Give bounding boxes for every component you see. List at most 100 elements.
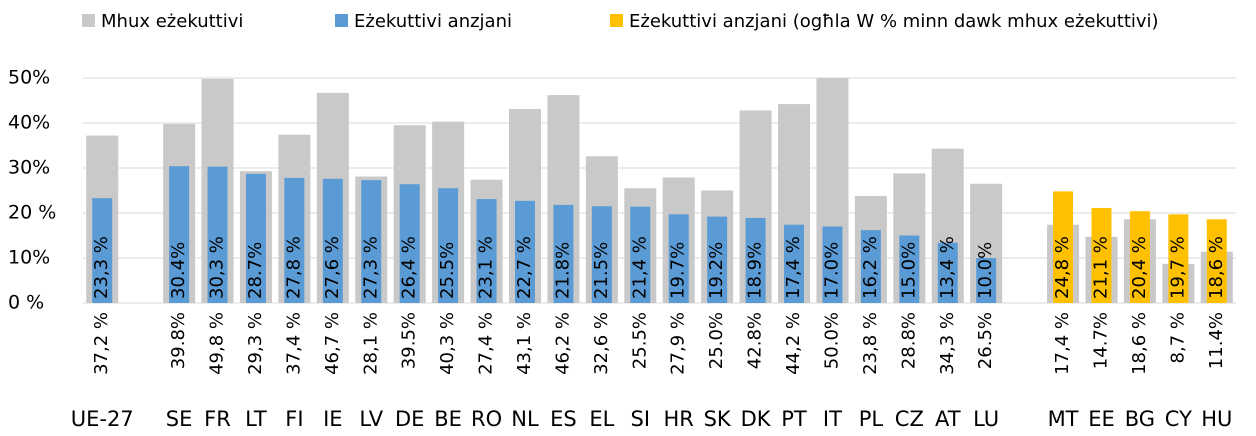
value-label: 18,6 %	[1206, 236, 1227, 299]
x-tick-label: DE	[395, 407, 424, 431]
value-label: 19,7 %	[1167, 236, 1188, 299]
x-tick-label: SE	[166, 407, 193, 431]
x-tick-label: CY	[1165, 407, 1192, 431]
value-label: 22,7 %	[514, 236, 535, 299]
value-label: 26.5%	[975, 312, 996, 369]
value-label: 26,4 %	[399, 236, 420, 299]
x-tick-label: ES	[550, 407, 577, 431]
value-label: 21.8%	[552, 242, 573, 299]
value-label: 43,1 %	[514, 312, 535, 375]
bar	[476, 199, 497, 303]
bar	[745, 217, 766, 303]
bar	[1168, 214, 1189, 303]
x-tick-label: FR	[204, 407, 231, 431]
value-label: 10.0%	[975, 242, 996, 299]
value-label: 15.0%	[898, 242, 919, 299]
value-label: 28.7%	[245, 242, 266, 299]
y-tick-label: 40%	[8, 112, 50, 134]
y-tick-label: 10%	[8, 247, 50, 269]
value-label: 27,4 %	[476, 312, 497, 375]
value-label: 46,2 %	[552, 312, 573, 375]
value-label: 50.0%	[821, 312, 842, 369]
legend-swatch	[610, 14, 623, 27]
x-tick-label: DK	[741, 407, 772, 431]
bar	[438, 188, 459, 303]
legend-label: Eżekuttivi anzjani	[354, 11, 512, 32]
bar	[630, 206, 651, 303]
x-tick-label: SK	[704, 407, 732, 431]
bar	[822, 226, 843, 303]
x-tick-label: NL	[511, 407, 539, 431]
bar	[322, 178, 343, 303]
bar	[284, 177, 305, 303]
bar	[707, 216, 728, 303]
y-tick-label: 20 %	[8, 202, 56, 224]
value-label: 17,4 %	[783, 236, 804, 299]
value-label: 46,7 %	[322, 312, 343, 375]
bar	[207, 166, 228, 303]
value-label: 18.9%	[745, 242, 766, 299]
value-label: 23,8 %	[860, 312, 881, 375]
value-label: 29,3 %	[245, 312, 266, 375]
value-label: 8,7 %	[1167, 312, 1188, 363]
x-tick-label: PT	[781, 407, 807, 431]
value-label: 30.4%	[168, 242, 189, 299]
value-label: 28,1 %	[360, 312, 381, 375]
value-label: 16,2 %	[860, 236, 881, 299]
value-label: 20,4 %	[1129, 236, 1150, 299]
value-label: 32,6 %	[591, 312, 612, 375]
value-label: 27,9 %	[668, 312, 689, 375]
legend-swatch	[335, 14, 348, 27]
value-label: 44,2 %	[783, 312, 804, 375]
value-label: 21,1 %	[1090, 236, 1111, 299]
value-label: 14.7%	[1090, 312, 1111, 369]
value-label: 37,4 %	[283, 312, 304, 375]
x-tick-label: EE	[1088, 407, 1115, 431]
value-label: 17,4 %	[1052, 312, 1073, 375]
value-label: 23,1 %	[476, 236, 497, 299]
value-label: 27,3 %	[360, 236, 381, 299]
x-tick-label: EL	[589, 407, 614, 431]
bar	[937, 242, 958, 303]
bar	[1206, 219, 1227, 303]
x-tick-label: BE	[434, 407, 462, 431]
value-label: 18,6 %	[1129, 312, 1150, 375]
x-tick-label: LV	[359, 407, 383, 431]
bar	[169, 166, 190, 303]
value-label: 19.2%	[706, 242, 727, 299]
y-tick-label: 0 %	[8, 292, 44, 314]
bar	[860, 230, 881, 303]
value-label: 37,2 %	[91, 312, 112, 375]
value-label: 25.5%	[437, 242, 458, 299]
value-label: 34,3 %	[937, 312, 958, 375]
x-tick-label: PL	[859, 407, 884, 431]
value-label: 19.7%	[668, 242, 689, 299]
value-label: 21.5%	[591, 242, 612, 299]
value-label: 17.0%	[821, 242, 842, 299]
legend-label: Eżekuttivi anzjani (ogħla W % minn dawk …	[629, 11, 1159, 32]
bar	[591, 206, 612, 303]
x-tick-label: UE-27	[71, 407, 134, 431]
value-label: 39.5%	[399, 312, 420, 369]
x-tick-label: IT	[823, 407, 842, 431]
value-label: 27,6 %	[322, 236, 343, 299]
value-label: 21,4 %	[629, 236, 650, 299]
bar	[1091, 208, 1112, 303]
x-tick-label: LT	[245, 407, 267, 431]
bar	[399, 184, 420, 303]
value-label: 42.8%	[745, 312, 766, 369]
y-tick-label: 30%	[8, 157, 50, 179]
x-tick-label: AT	[935, 407, 961, 431]
x-tick-label: HU	[1201, 407, 1232, 431]
bar	[245, 173, 266, 303]
x-tick-label: CZ	[895, 407, 924, 431]
bar	[1053, 191, 1074, 303]
value-label: 30,3 %	[207, 236, 228, 299]
x-tick-label: HR	[664, 407, 694, 431]
value-label: 23,3 %	[91, 236, 112, 299]
bar	[514, 200, 535, 303]
x-tick-label: BG	[1125, 407, 1155, 431]
value-label: 27,8 %	[283, 236, 304, 299]
value-label: 40,3 %	[437, 312, 458, 375]
